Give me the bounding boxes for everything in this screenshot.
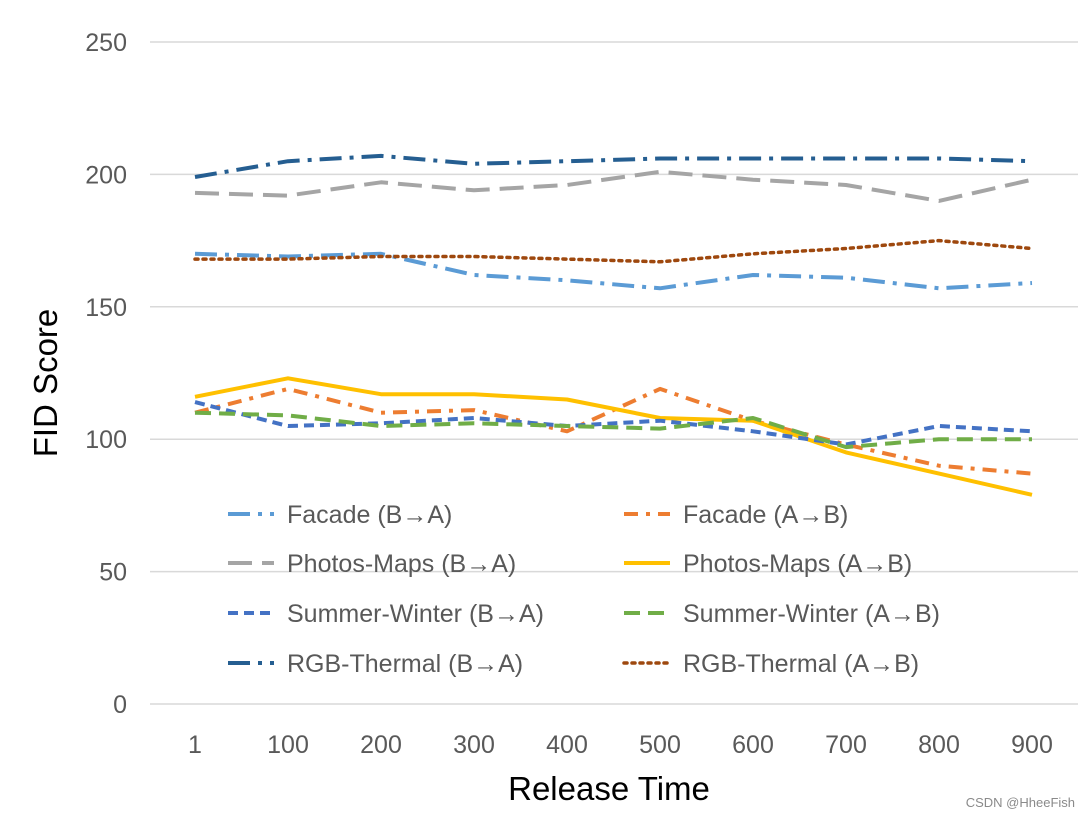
y-tick-label: 200	[85, 161, 127, 189]
x-tick-label: 700	[825, 731, 867, 759]
y-tick-label: 100	[85, 426, 127, 454]
y-axis-title: FID Score	[27, 309, 64, 458]
series-line-summer-winter-a-b	[194, 410, 1032, 450]
legend-label: Summer-Winter (B→A)	[287, 600, 544, 628]
x-tick-label: 800	[918, 731, 960, 759]
gridlines	[150, 41, 1078, 705]
series-line-rgb-thermal-b-a	[194, 153, 1033, 179]
series-line-facade-a-b	[194, 386, 1033, 476]
x-tick-label: 1	[188, 731, 202, 759]
series-line-photos-maps-b-a	[194, 169, 1033, 203]
x-tick-label: 500	[639, 731, 681, 759]
x-axis-ticks: 1 100 200 300 400 500 600 700 800 900	[188, 731, 1053, 759]
x-tick-label: 400	[546, 731, 588, 759]
y-axis-ticks: 0 50 100 150 200 250	[85, 29, 127, 719]
legend-label: Summer-Winter (A→B)	[683, 600, 940, 628]
x-tick-label: 200	[360, 731, 402, 759]
x-axis-title: Release Time	[508, 770, 710, 807]
x-tick-label: 300	[453, 731, 495, 759]
legend-label: RGB-Thermal (B→A)	[287, 650, 523, 678]
y-tick-label: 50	[99, 559, 127, 587]
x-tick-label: 900	[1011, 731, 1053, 759]
legend: Facade (B→A) Facade (A→B) Photos-Maps (B→A…	[228, 501, 940, 678]
x-tick-label: 100	[267, 731, 309, 759]
legend-label: Photos-Maps (B→A)	[287, 550, 516, 578]
legend-label: Facade (B→A)	[287, 501, 452, 529]
series-line-summer-winter-b-a	[194, 400, 1033, 447]
series-lines	[193, 153, 1034, 497]
legend-label: RGB-Thermal (A→B)	[683, 650, 919, 678]
series-line-facade-b-a	[194, 251, 1033, 291]
legend-label: Photos-Maps (A→B)	[683, 550, 912, 578]
watermark: CSDN @HheeFish	[966, 795, 1075, 810]
series-line-photos-maps-a-b	[194, 376, 1033, 497]
y-tick-label: 0	[113, 691, 127, 719]
x-tick-label: 600	[732, 731, 774, 759]
y-tick-label: 150	[85, 294, 127, 322]
legend-label: Facade (A→B)	[683, 501, 848, 529]
series-line-rgb-thermal-a-b	[193, 238, 1034, 264]
y-tick-label: 250	[85, 29, 127, 57]
